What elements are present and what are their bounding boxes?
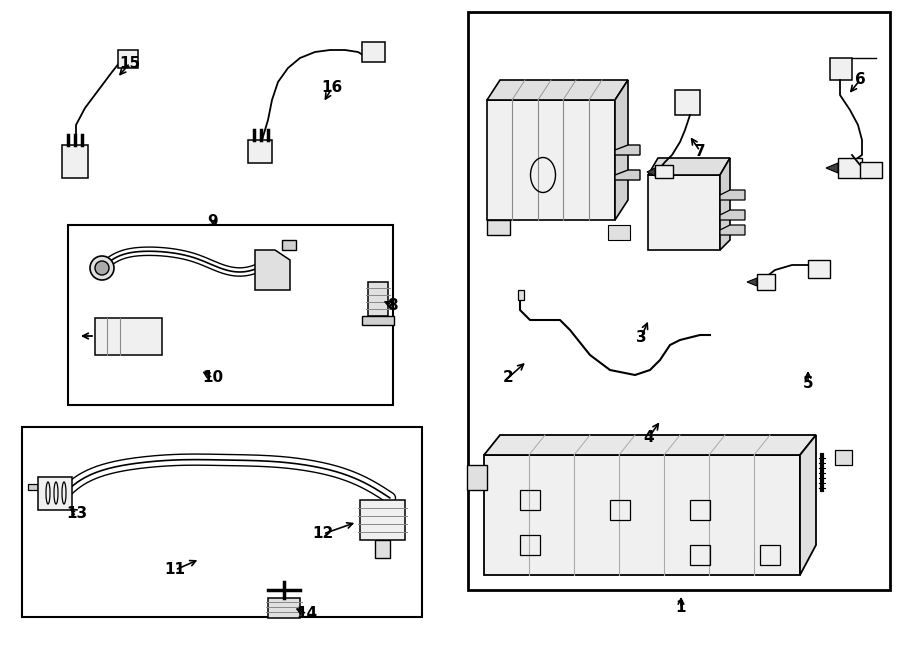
Text: 4: 4 xyxy=(644,430,654,444)
Polygon shape xyxy=(362,316,394,325)
Polygon shape xyxy=(487,100,615,220)
Polygon shape xyxy=(38,477,72,510)
Polygon shape xyxy=(655,165,673,178)
Text: 7: 7 xyxy=(695,143,706,159)
Polygon shape xyxy=(487,80,628,100)
Polygon shape xyxy=(268,598,300,618)
Text: 8: 8 xyxy=(387,297,397,313)
Polygon shape xyxy=(720,158,730,250)
Polygon shape xyxy=(648,158,730,175)
Polygon shape xyxy=(830,58,852,80)
Polygon shape xyxy=(282,240,296,250)
Polygon shape xyxy=(95,318,162,355)
Text: 14: 14 xyxy=(296,607,318,621)
Text: 9: 9 xyxy=(208,215,219,229)
Text: 1: 1 xyxy=(676,600,686,615)
Polygon shape xyxy=(487,220,510,235)
Polygon shape xyxy=(608,225,630,240)
Text: 15: 15 xyxy=(120,56,140,71)
Text: 16: 16 xyxy=(321,81,343,95)
Text: 12: 12 xyxy=(312,527,334,541)
Polygon shape xyxy=(615,80,628,220)
Polygon shape xyxy=(838,158,862,178)
Bar xyxy=(760,545,780,565)
Polygon shape xyxy=(467,465,487,490)
Polygon shape xyxy=(118,50,138,68)
Polygon shape xyxy=(808,260,830,278)
Polygon shape xyxy=(720,225,745,235)
Polygon shape xyxy=(484,435,816,455)
Text: 10: 10 xyxy=(202,371,223,385)
Polygon shape xyxy=(362,42,385,62)
Polygon shape xyxy=(375,540,390,558)
Polygon shape xyxy=(648,175,720,250)
Polygon shape xyxy=(518,290,524,300)
Polygon shape xyxy=(255,250,290,290)
Polygon shape xyxy=(720,190,745,200)
Polygon shape xyxy=(675,90,700,115)
Circle shape xyxy=(95,261,109,275)
Bar xyxy=(22,427,422,617)
Bar xyxy=(690,500,710,520)
Polygon shape xyxy=(720,210,745,220)
Text: 6: 6 xyxy=(855,73,866,87)
Text: 13: 13 xyxy=(67,506,87,520)
Bar xyxy=(520,490,540,510)
Polygon shape xyxy=(647,168,655,176)
Bar xyxy=(68,225,393,405)
Bar xyxy=(520,535,540,555)
Bar xyxy=(690,545,710,565)
Polygon shape xyxy=(28,484,38,490)
Bar xyxy=(468,12,890,590)
Polygon shape xyxy=(484,455,800,575)
Polygon shape xyxy=(368,282,388,316)
Circle shape xyxy=(90,256,114,280)
Polygon shape xyxy=(615,145,640,155)
Polygon shape xyxy=(835,450,852,465)
Polygon shape xyxy=(360,500,405,540)
Text: 5: 5 xyxy=(803,377,814,391)
Polygon shape xyxy=(860,162,882,178)
Polygon shape xyxy=(248,140,272,163)
Polygon shape xyxy=(757,274,775,290)
Polygon shape xyxy=(800,435,816,575)
Text: 3: 3 xyxy=(635,330,646,346)
Polygon shape xyxy=(747,278,757,286)
Polygon shape xyxy=(615,170,640,180)
Bar xyxy=(610,500,630,520)
Polygon shape xyxy=(62,145,88,178)
Text: 11: 11 xyxy=(165,563,185,578)
Polygon shape xyxy=(826,163,838,173)
Text: 2: 2 xyxy=(502,371,513,385)
